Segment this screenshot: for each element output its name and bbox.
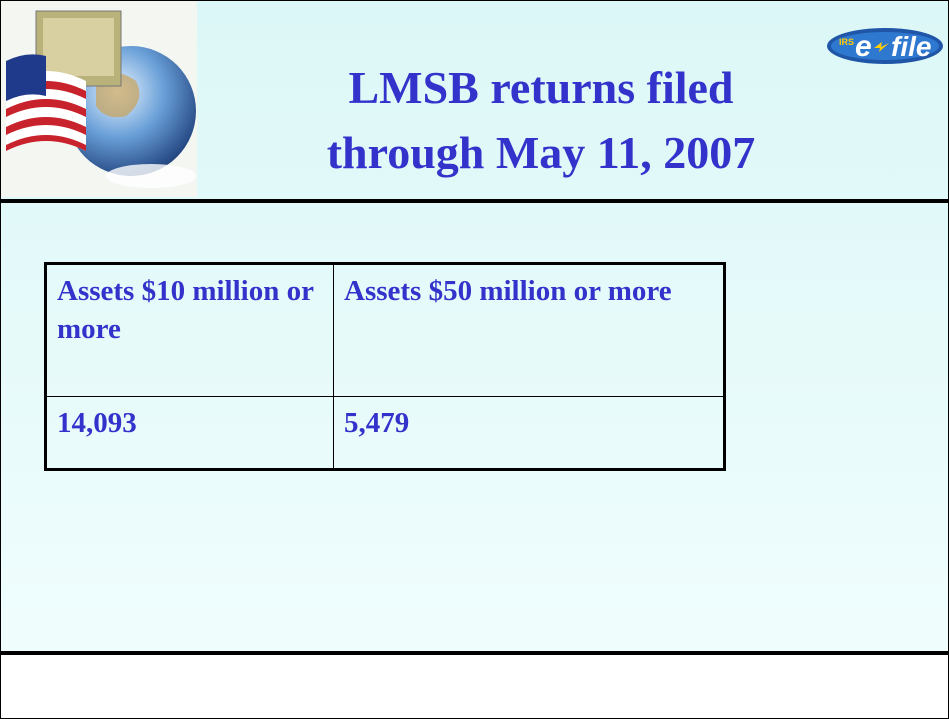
title-line: through May 11, 2007: [326, 127, 756, 178]
footer: [1, 655, 948, 718]
cloud: [106, 164, 196, 188]
logo-file: file: [891, 31, 931, 62]
data-cell: 5,479: [333, 396, 725, 470]
flag: [6, 54, 86, 151]
divider: [1, 199, 948, 203]
data-table: Assets $10 million or more Assets $50 mi…: [44, 262, 726, 471]
header-cell: Assets $10 million or more: [45, 263, 334, 397]
data-cell: 14,093: [45, 396, 334, 470]
header-cell: Assets $50 million or more: [333, 263, 725, 397]
efile-logo: IRS e file: [827, 28, 943, 64]
divider: [1, 651, 948, 655]
monitor-screen: [43, 18, 114, 76]
header-art: IRS e file: [1, 1, 943, 197]
data-row: 14,093 5,479: [45, 396, 725, 470]
logo-irs: IRS: [839, 37, 854, 47]
header-row: Assets $10 million or more Assets $50 mi…: [45, 263, 725, 397]
logo-bolt: [874, 42, 889, 52]
title-line: LMSB returns filed: [348, 62, 734, 113]
logo-e: e: [855, 30, 872, 63]
